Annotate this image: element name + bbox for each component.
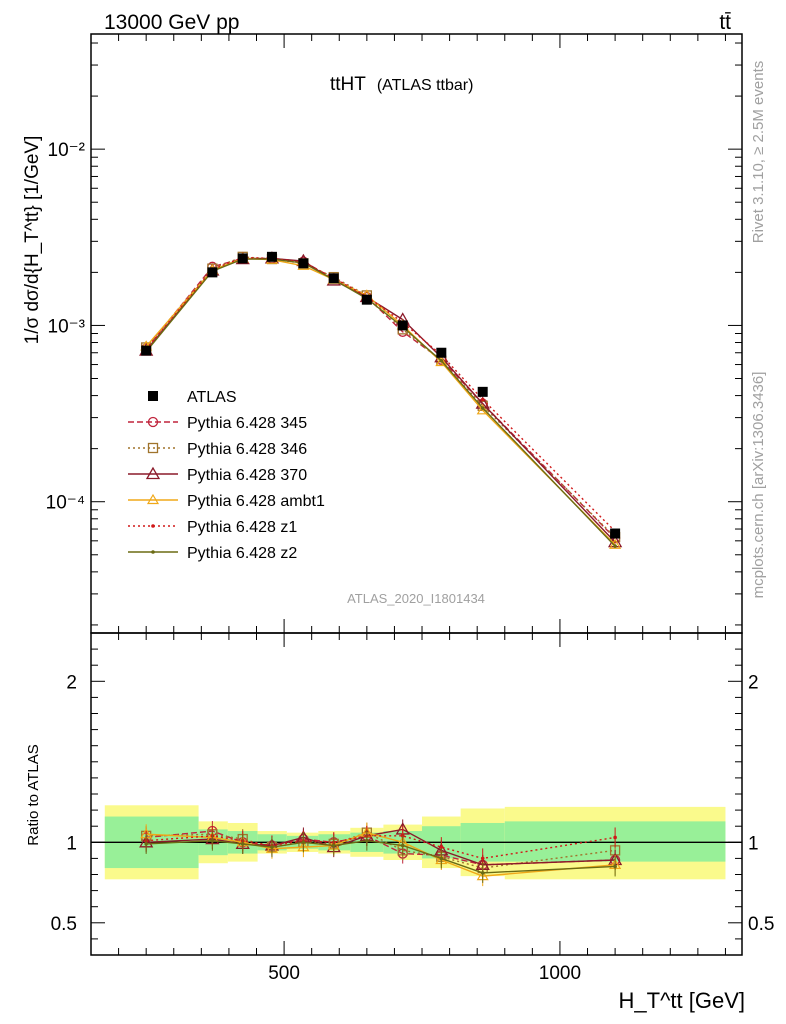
ratio-point-z2 [144, 842, 148, 846]
legend-marker-z1 [151, 524, 155, 528]
legend-label-z2: Pythia 6.428 z2 [187, 545, 297, 562]
ratio-line-z1 [146, 835, 616, 860]
main-point-z2 [613, 544, 617, 548]
atlas-data-point [436, 347, 447, 358]
main-y-axis-label: 1/σ dσ/d{H_T^tt} [1/GeV] [22, 136, 43, 345]
legend-label-p370: Pythia 6.428 370 [187, 467, 307, 484]
ratio-point-z2 [400, 843, 405, 848]
ratio-point-z1 [613, 835, 617, 840]
atlas-data-point [266, 251, 277, 262]
ratio-point-z2 [365, 838, 369, 843]
atlas-data-point [361, 294, 372, 305]
ratio-point-z2 [210, 838, 215, 843]
main-point-ambt1 [435, 355, 448, 367]
plot-title: ttHT (ATLAS ttbar) [330, 74, 473, 95]
atlas-data-point [237, 253, 248, 264]
ratio-y-tick-label-left: 2 [66, 672, 77, 693]
ratio-plot-panel: 500 1000 0.5 0.5 1 1 2 2 [51, 632, 774, 984]
collision-label: 13000 GeV pp [104, 11, 239, 34]
ratio-y-tick-label-right: 0.5 [748, 914, 774, 935]
ratio-point-z2 [439, 856, 444, 861]
legend: ATLAS Pythia 6.428 345 Pythia 6.428 346 Pyt… [128, 389, 325, 562]
x-axis-label: H_T^tt [GeV] [619, 988, 745, 1013]
legend-marker-atlas [148, 391, 158, 401]
x-tick-label: 500 [268, 963, 300, 984]
main-y-tick-label: 10⁻⁴ [46, 493, 85, 514]
x-tick-label: 1000 [539, 963, 581, 984]
main-y-tick-label: 10⁻³ [48, 316, 86, 337]
ratio-series-layer [139, 819, 623, 887]
analysis-id: ATLAS_2020_I1801434 [347, 591, 485, 606]
ratio-y-tick-label-right: 1 [748, 833, 759, 854]
atlas-data-point [397, 320, 408, 331]
ratio-line-p346 [146, 831, 616, 869]
atlas-data-point [141, 345, 152, 356]
atlas-data-point [477, 386, 488, 397]
legend-label-p345: Pythia 6.428 345 [187, 415, 307, 432]
main-plot-panel: 10⁻² 10⁻³ 10⁻⁴ [46, 33, 743, 634]
legend-label-p346: Pythia 6.428 346 [187, 441, 307, 458]
atlas-data-point [328, 273, 339, 284]
ratio-y-tick-label-right: 2 [748, 672, 759, 693]
main-point-ambt1 [476, 404, 489, 415]
ratio-point-z2 [240, 842, 245, 846]
legend-label-z1: Pythia 6.428 z1 [187, 519, 297, 536]
ratio-axes: 500 1000 0.5 0.5 1 1 2 2 [51, 632, 774, 984]
atlas-data-point [298, 258, 309, 269]
main-point-z2 [480, 406, 485, 410]
main-y-tick-label: 10⁻² [48, 140, 86, 161]
ratio-point-z2 [301, 840, 306, 845]
atlas-data-layer [141, 251, 621, 539]
atlas-data-point [610, 528, 621, 539]
ratio-frame [90, 632, 743, 956]
ratio-point-z2 [270, 845, 274, 849]
atlas-data-point [207, 267, 218, 278]
main-axes: 10⁻² 10⁻³ 10⁻⁴ [46, 33, 743, 634]
legend-marker-p370 [145, 466, 161, 480]
ratio-series-z2 [144, 830, 617, 883]
legend-label-ambt1: Pythia 6.428 ambt1 [187, 493, 325, 510]
rivet-version-label: Rivet 3.1.10, ≥ 2.5M events [750, 61, 767, 244]
mcplots-label: mcplots.cern.ch [arXiv:1306.3436] [750, 372, 767, 599]
ratio-point-z1 [439, 845, 444, 849]
main-point-z2 [439, 359, 444, 363]
ratio-point-z2 [331, 843, 336, 848]
ratio-point-z1 [480, 856, 485, 861]
legend-label-atlas: ATLAS [187, 389, 237, 406]
ratio-y-axis-label: Ratio to ATLAS [25, 744, 42, 845]
legend-marker-z2 [151, 550, 155, 554]
ratio-y-tick-label-left: 1 [66, 833, 77, 854]
main-point-z1 [480, 397, 485, 402]
legend-marker-ambt1 [146, 493, 160, 505]
ratio-y-tick-label-left: 0.5 [51, 914, 77, 935]
ratio-point-z2 [480, 871, 485, 875]
ratio-point-z2 [613, 864, 617, 869]
legend-marker-p346 [147, 442, 159, 454]
legend-marker-p345 [147, 416, 159, 428]
process-label: tt̄ [719, 11, 731, 34]
